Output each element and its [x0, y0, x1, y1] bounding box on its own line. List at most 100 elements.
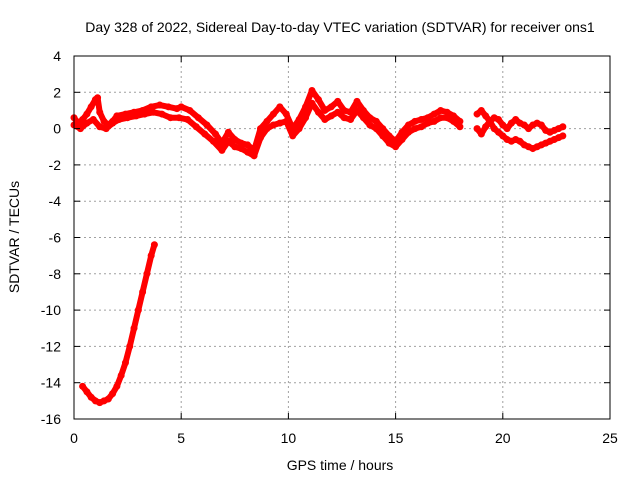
x-tick-label: 20	[495, 430, 511, 446]
data-point	[203, 121, 211, 129]
data-point	[366, 121, 374, 129]
data-point	[411, 125, 419, 133]
data-point	[237, 139, 245, 147]
data-point	[559, 132, 567, 140]
axis-ticks	[73, 55, 611, 420]
data-point	[96, 123, 104, 131]
data-point	[115, 116, 123, 124]
data-point	[334, 108, 342, 116]
y-tick-label: -6	[49, 230, 62, 246]
data-point	[186, 106, 194, 114]
data-point	[126, 342, 134, 350]
data-point	[143, 270, 151, 278]
data-point	[314, 96, 322, 104]
data-point	[430, 110, 438, 118]
data-point	[149, 108, 157, 116]
data-point	[398, 135, 406, 143]
data-point	[147, 252, 155, 260]
data-point	[263, 117, 271, 125]
y-tick-label: 0	[53, 121, 61, 137]
data-point	[372, 125, 380, 133]
data-point	[321, 116, 329, 124]
data-point	[250, 152, 258, 160]
data-point	[231, 135, 239, 143]
data-point	[150, 241, 158, 249]
data-point	[437, 106, 445, 114]
data-point	[224, 137, 232, 145]
y-tick-label: -16	[41, 411, 61, 427]
data-point	[289, 132, 297, 140]
chart-title: Day 328 of 2022, Sidereal Day-to-day VTE…	[85, 19, 595, 35]
data-point	[194, 114, 202, 122]
data-point	[424, 119, 432, 127]
data-point	[117, 371, 125, 379]
data-point	[430, 117, 438, 125]
data-point	[156, 101, 164, 109]
data-point	[482, 123, 490, 131]
x-axis-label: GPS time / hours	[287, 457, 394, 473]
data-point	[139, 288, 147, 296]
data-point	[224, 128, 232, 136]
data-point	[263, 125, 271, 133]
data-point	[340, 114, 348, 122]
data-point	[308, 86, 316, 94]
x-tick-label: 0	[70, 430, 78, 446]
data-point	[282, 110, 290, 118]
data-point	[327, 103, 335, 111]
data-point	[477, 106, 485, 114]
data-point	[537, 121, 545, 129]
data-point	[417, 116, 425, 124]
data-series	[70, 86, 567, 407]
y-tick-label: 2	[53, 84, 61, 100]
y-tick-label: -12	[41, 338, 61, 354]
data-point	[353, 106, 361, 114]
data-point	[231, 143, 239, 151]
data-point	[559, 123, 567, 131]
data-point	[102, 125, 110, 133]
series-upper-band-b	[70, 99, 464, 160]
data-point	[79, 382, 87, 390]
data-point	[237, 145, 245, 153]
data-point	[175, 114, 183, 122]
data-point	[437, 114, 445, 122]
data-point	[269, 110, 277, 118]
grid-lines	[74, 56, 610, 419]
x-tick-label: 5	[177, 430, 185, 446]
y-tick-label: -14	[41, 375, 61, 391]
data-point	[477, 130, 485, 138]
data-point	[392, 143, 400, 151]
data-point	[302, 114, 310, 122]
data-point	[244, 148, 252, 156]
data-point	[495, 116, 503, 124]
data-point	[503, 125, 511, 133]
data-point	[130, 324, 138, 332]
data-point	[244, 141, 252, 149]
data-point	[353, 97, 361, 105]
data-point	[158, 110, 166, 118]
data-point	[113, 382, 121, 390]
y-tick-label: -10	[41, 302, 61, 318]
x-tick-label: 25	[602, 430, 618, 446]
data-point	[109, 119, 117, 127]
data-point	[177, 103, 185, 111]
x-tick-label: 10	[281, 430, 297, 446]
data-point	[184, 116, 192, 124]
data-point	[124, 114, 132, 122]
data-point	[443, 108, 451, 116]
data-point	[404, 121, 412, 129]
data-point	[134, 306, 142, 314]
y-axis-label: SDTVAR / TECUs	[6, 181, 22, 293]
data-point	[314, 108, 322, 116]
data-point	[449, 117, 457, 125]
series-late-band-b	[473, 114, 567, 138]
data-point	[308, 99, 316, 107]
data-point	[456, 123, 464, 131]
data-point	[209, 137, 217, 145]
y-tick-label: -8	[49, 266, 62, 282]
data-point	[164, 103, 172, 111]
series-trace	[79, 241, 158, 406]
data-point	[212, 130, 220, 138]
data-point	[347, 116, 355, 124]
y-tick-labels: -16 -14 -12 -10 -8 -6 -4 -2 0 2 4	[41, 48, 61, 427]
data-point	[121, 359, 129, 367]
